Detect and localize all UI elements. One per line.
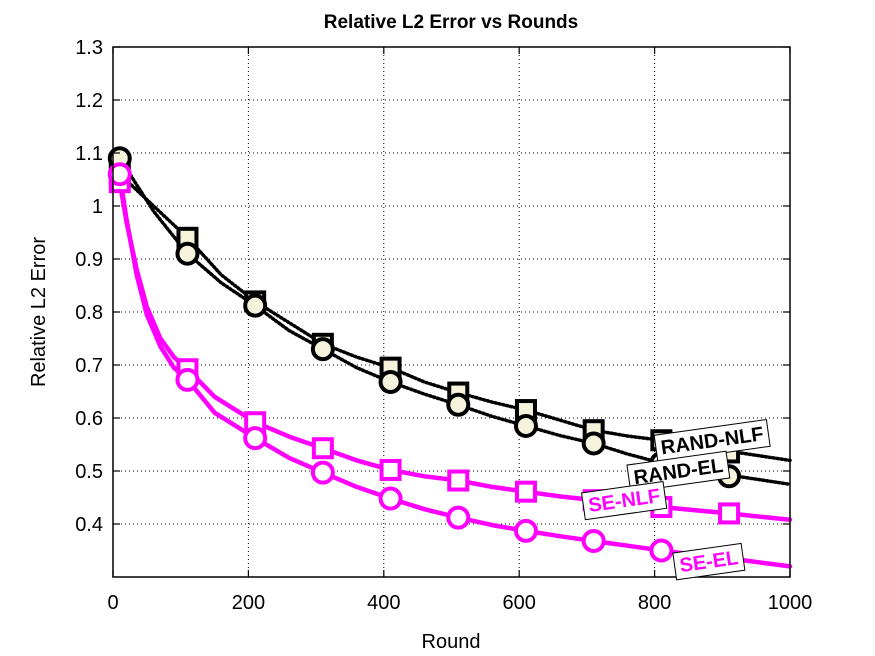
chart-title: Relative L2 Error vs Rounds [324, 12, 578, 33]
data-point-se-el [581, 528, 606, 553]
series-tag-se-el: SE-EL [672, 542, 746, 581]
data-point-se-el [310, 460, 335, 485]
x-tick-label: 1000 [768, 592, 813, 614]
x-axis-label: Round [422, 631, 481, 653]
x-tick-label: 400 [367, 592, 400, 614]
data-point-rand-el [513, 413, 538, 438]
y-axis-label: Relative L2 Error [28, 237, 50, 387]
x-tick-label: 800 [638, 592, 671, 614]
data-point-rand-el [378, 369, 403, 394]
series-tag-box [672, 542, 746, 581]
y-tick-label: 1.1 [75, 143, 103, 165]
series-line-rand-nlf [118, 172, 792, 463]
y-tick-label: 1 [92, 196, 103, 218]
data-point-se-el [175, 367, 200, 392]
series-tag-box [626, 450, 731, 493]
series-tag-se-nlf: SE-NLF [581, 480, 668, 521]
data-point-rand-el [243, 293, 268, 318]
series-line-se-el [114, 166, 793, 569]
data-point-se-nlf [718, 502, 741, 525]
data-point-rand-el [446, 392, 471, 417]
data-point-se-el [446, 505, 471, 530]
x-tick-label: 200 [232, 592, 265, 614]
x-tick-label: 0 [107, 592, 118, 614]
data-point-se-el [513, 518, 538, 543]
data-point-se-el [243, 426, 268, 451]
y-tick-label: 1.2 [75, 90, 103, 112]
data-point-rand-el [581, 431, 606, 456]
series-tag-box [581, 480, 668, 521]
x-tick-label: 600 [503, 592, 536, 614]
y-tick-label: 0.6 [75, 408, 103, 430]
data-point-rand-el [175, 241, 200, 266]
y-tick-label: 0.4 [75, 514, 103, 536]
axis-ticks: 0 200 400 600 800 1000 0.4 0.5 0.6 0.7 0.8 0.9 1 1.1 1… [75, 37, 812, 614]
data-point-se-nlf [447, 469, 470, 492]
y-tick-label: 0.9 [75, 249, 103, 271]
data-point-se-el [378, 486, 403, 511]
y-tick-label: 0.8 [75, 302, 103, 324]
y-tick-label: 0.7 [75, 355, 103, 377]
y-tick-label: 0.5 [75, 461, 103, 483]
y-tick-label: 1.3 [75, 37, 103, 59]
data-point-rand-el [310, 337, 335, 362]
series-line-rand-el [118, 156, 792, 487]
data-point-se-el [649, 538, 674, 563]
data-point-se-el [107, 162, 132, 187]
data-point-se-nlf [514, 480, 537, 503]
series-layer [107, 146, 793, 571]
data-point-se-nlf [379, 458, 402, 481]
data-point-se-nlf [311, 437, 334, 460]
